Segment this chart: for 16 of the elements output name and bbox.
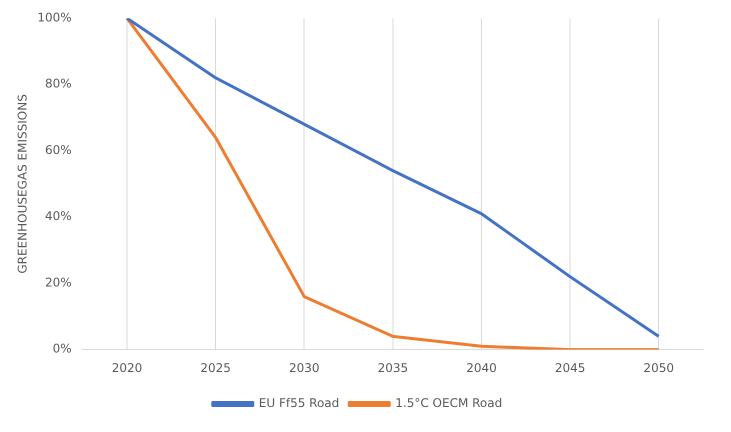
y-tick-label: 80%	[45, 76, 72, 91]
x-tick-label: 2035	[378, 360, 408, 375]
x-tick-label: 2050	[643, 360, 674, 375]
y-tick-label: 60%	[45, 142, 72, 157]
y-tick-label: 0%	[52, 342, 72, 356]
x-tick-label: 2025	[200, 360, 231, 375]
legend-label: 1.5°C OECM Road	[395, 396, 502, 410]
x-tick-label: 2040	[466, 360, 497, 375]
y-tick-label: 100%	[37, 10, 72, 24]
y-tick-label: 40%	[45, 209, 72, 224]
x-tick-label: 2045	[554, 360, 586, 375]
legend-label: EU Ff55 Road	[258, 396, 340, 410]
x-tick-label: 2020	[112, 360, 142, 375]
y-axis-title: GREENHOUSEGAS EMISSIONS	[15, 94, 30, 274]
x-tick-label: 2030	[288, 360, 320, 375]
y-tick-label: 20%	[45, 275, 72, 290]
